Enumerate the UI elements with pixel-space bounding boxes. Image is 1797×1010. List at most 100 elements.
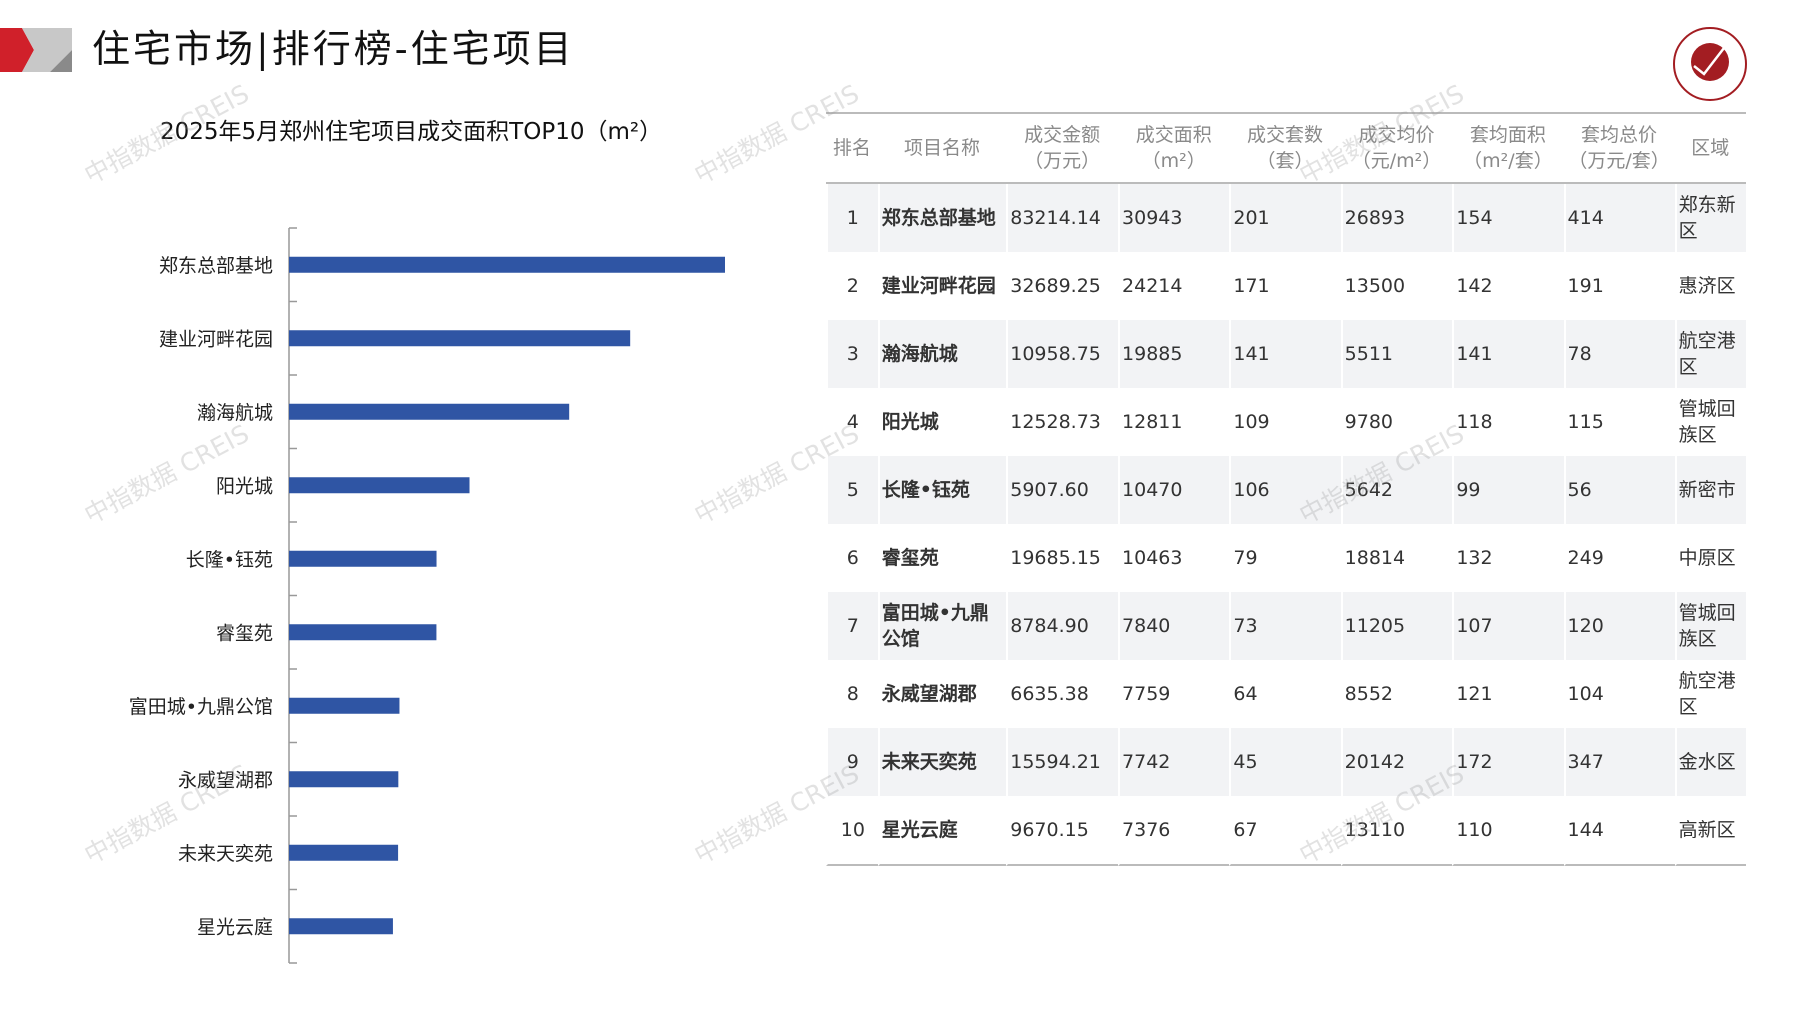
bar bbox=[289, 550, 437, 567]
bar bbox=[289, 624, 437, 641]
table-cell: 107 bbox=[1452, 592, 1564, 660]
table-cell: 83214.14 bbox=[1006, 184, 1119, 252]
table-cell: 10 bbox=[826, 796, 878, 866]
table-row: 8 永威望湖郡 6635.38 7759 64 8552 121 104 航空港区 bbox=[826, 660, 1746, 728]
table-cell: 115 bbox=[1563, 388, 1675, 456]
table-row: 10 星光云庭 9670.15 7376 67 13110 110 144 高新区 bbox=[826, 796, 1746, 866]
table-cell: 73 bbox=[1229, 592, 1341, 660]
table-cell: 金水区 bbox=[1674, 728, 1746, 796]
column-header: 项目名称 bbox=[877, 112, 1007, 184]
table-cell: 13500 bbox=[1340, 252, 1453, 320]
table-cell: 79 bbox=[1229, 524, 1340, 592]
table-cell: 249 bbox=[1563, 524, 1675, 592]
table-cell: 172 bbox=[1452, 728, 1564, 796]
column-header: 成交面积 （m²） bbox=[1118, 112, 1230, 184]
table-cell: 78 bbox=[1563, 320, 1675, 388]
table-cell: 9670.15 bbox=[1006, 796, 1119, 866]
table-header-row: 排名 项目名称 成交金额 （万元） 成交面积 （m²） 成交套数 （套） 成交均价 （元/m²）套… bbox=[826, 112, 1746, 184]
table-cell: 1 bbox=[826, 184, 878, 252]
table-cell: 26893 bbox=[1340, 184, 1453, 252]
column-header: 套均总价 （万元/套） bbox=[1563, 112, 1675, 184]
table-cell: 171 bbox=[1229, 252, 1340, 320]
table-cell: 132 bbox=[1452, 524, 1563, 592]
category-label: 长隆•钰苑 bbox=[186, 549, 273, 571]
table-cell: 19685.15 bbox=[1006, 524, 1118, 592]
column-header: 成交金额 （万元） bbox=[1006, 112, 1119, 184]
table-row: 1 郑东总部基地 83214.14 30943 201 26893 154 414 郑东新区 bbox=[826, 184, 1746, 252]
table-cell: 郑东总部基地 bbox=[877, 184, 1007, 252]
table-cell: 中原区 bbox=[1674, 524, 1746, 592]
header-decoration-icon bbox=[0, 28, 72, 72]
table-cell: 10470 bbox=[1118, 456, 1230, 524]
category-label: 星光云庭 bbox=[197, 916, 273, 938]
table-cell: 45 bbox=[1229, 728, 1341, 796]
table-cell: 7742 bbox=[1118, 728, 1230, 796]
table-cell: 118 bbox=[1452, 388, 1563, 456]
table-cell: 7376 bbox=[1118, 796, 1230, 866]
table-row: 9 未来天奕苑 15594.21 7742 45 20142 172 347 金水区 bbox=[826, 728, 1746, 796]
table-cell: 144 bbox=[1563, 796, 1675, 866]
category-label: 永威望湖郡 bbox=[178, 769, 273, 791]
table-cell: 191 bbox=[1563, 252, 1675, 320]
table-row: 4 阳光城 12528.73 12811 109 9780 118 115 管城回族区 bbox=[826, 388, 1746, 456]
ranking-table: 排名 项目名称 成交金额 （万元） 成交面积 （m²） 成交套数 （套） 成交均价 （元/m²）套… bbox=[826, 112, 1746, 866]
bar-chart: 郑东总部基地建业河畔花园瀚海航城阳光城长隆•钰苑睿玺苑富田城•九鼎公馆永威望湖郡… bbox=[129, 227, 725, 964]
table-cell: 3 bbox=[826, 320, 878, 388]
table-cell: 7840 bbox=[1118, 592, 1230, 660]
bar bbox=[289, 477, 470, 494]
table-cell: 120 bbox=[1563, 592, 1675, 660]
table-cell: 5642 bbox=[1340, 456, 1453, 524]
bar bbox=[289, 403, 570, 420]
table-row: 3 瀚海航城 10958.75 19885 141 5511 141 78 航空港区 bbox=[826, 320, 1746, 388]
table-cell: 5511 bbox=[1340, 320, 1453, 388]
bar bbox=[289, 256, 725, 273]
bar bbox=[289, 330, 631, 347]
table-cell: 富田城•九鼎公馆 bbox=[877, 592, 1007, 660]
table-cell: 64 bbox=[1229, 660, 1340, 728]
table-cell: 13110 bbox=[1340, 796, 1453, 866]
table-cell: 9780 bbox=[1340, 388, 1453, 456]
china-index-academy-logo-icon bbox=[1673, 27, 1747, 101]
table-cell: 154 bbox=[1452, 184, 1564, 252]
table-cell: 长隆•钰苑 bbox=[877, 456, 1007, 524]
table-cell: 管城回族区 bbox=[1674, 592, 1746, 660]
table-cell: 19885 bbox=[1118, 320, 1230, 388]
table-cell: 24214 bbox=[1118, 252, 1229, 320]
table-cell: 2 bbox=[826, 252, 878, 320]
table-cell: 12528.73 bbox=[1006, 388, 1118, 456]
category-label: 郑东总部基地 bbox=[159, 255, 273, 277]
table-cell: 20142 bbox=[1340, 728, 1453, 796]
table-cell: 141 bbox=[1229, 320, 1341, 388]
category-label: 建业河畔花园 bbox=[159, 328, 273, 350]
chart-title: 2025年5月郑州住宅项目成交面积TOP10（m²） bbox=[160, 119, 663, 145]
table-cell: 管城回族区 bbox=[1674, 388, 1746, 456]
category-label: 瀚海航城 bbox=[197, 402, 273, 424]
table-cell: 8552 bbox=[1340, 660, 1453, 728]
table-cell: 8784.90 bbox=[1006, 592, 1119, 660]
table-cell: 航空港区 bbox=[1674, 660, 1746, 728]
category-label: 阳光城 bbox=[216, 475, 273, 497]
table-cell: 阳光城 bbox=[877, 388, 1007, 456]
table-cell: 7 bbox=[826, 592, 878, 660]
category-label: 富田城•九鼎公馆 bbox=[129, 696, 273, 718]
table-cell: 航空港区 bbox=[1674, 320, 1746, 388]
table-cell: 32689.25 bbox=[1006, 252, 1118, 320]
table-row: 2 建业河畔花园 32689.25 24214 171 13500 142 191 惠济区 bbox=[826, 252, 1746, 320]
table-cell: 67 bbox=[1229, 796, 1341, 866]
table-cell: 郑东新区 bbox=[1674, 184, 1746, 252]
column-header: 排名 bbox=[826, 112, 878, 184]
table-cell: 6 bbox=[826, 524, 878, 592]
table-cell: 104 bbox=[1563, 660, 1675, 728]
category-label: 睿玺苑 bbox=[216, 622, 273, 644]
column-header: 成交均价 （元/m²） bbox=[1340, 112, 1453, 184]
table-cell: 99 bbox=[1452, 456, 1564, 524]
bar bbox=[289, 918, 393, 935]
table-cell: 142 bbox=[1452, 252, 1563, 320]
table-cell: 109 bbox=[1229, 388, 1340, 456]
table-cell: 11205 bbox=[1340, 592, 1453, 660]
table-cell: 4 bbox=[826, 388, 878, 456]
table-cell: 9 bbox=[826, 728, 878, 796]
table-cell: 星光云庭 bbox=[877, 796, 1007, 866]
table-cell: 12811 bbox=[1118, 388, 1229, 456]
table-cell: 高新区 bbox=[1674, 796, 1746, 866]
